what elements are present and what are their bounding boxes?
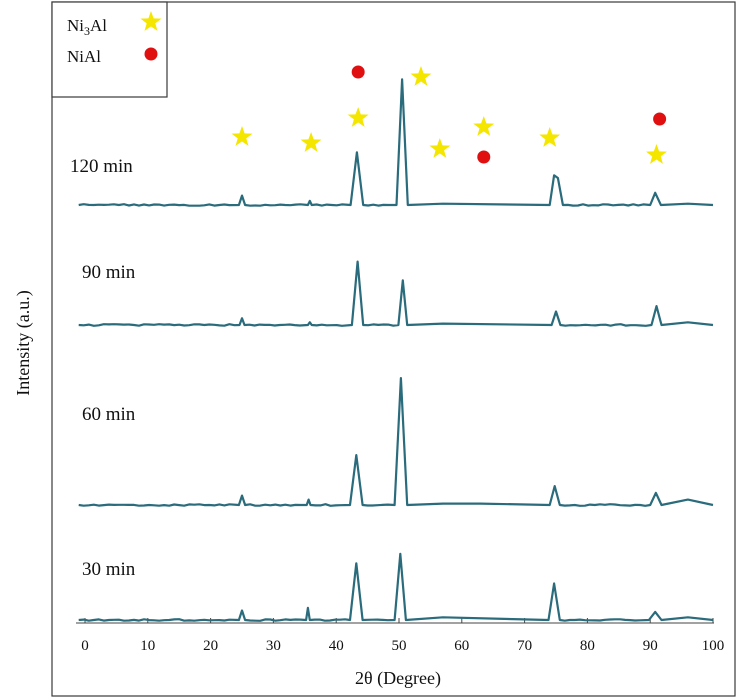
series-label: 90 min	[82, 262, 136, 283]
legend: Ni3Al NiAl	[51, 1, 168, 98]
phase-markers	[231, 65, 667, 164]
ni3al-star-marker	[347, 107, 369, 127]
series-lines	[78, 78, 714, 622]
legend-star-icon	[140, 11, 162, 31]
ni3al-star-marker	[473, 116, 495, 136]
ni3al-star-marker	[429, 138, 451, 158]
y-axis-label: Intensity (a.u.)	[13, 290, 34, 395]
x-tick-label: 60	[454, 638, 469, 654]
x-tick-labels: 0 10 20 30 40 50 60 70 80 90 100	[81, 638, 724, 654]
nial-circle-marker	[653, 112, 667, 126]
nial-circle-marker	[477, 150, 491, 164]
x-tick-label: 0	[81, 638, 89, 654]
ni3al-star-marker	[646, 144, 667, 164]
legend-label-nial: NiAl	[67, 47, 101, 66]
legend-label-ni3al: Ni3Al	[67, 16, 107, 38]
series-line	[78, 78, 714, 207]
x-tick-label: 30	[266, 638, 281, 654]
x-tick-label: 70	[517, 638, 532, 654]
ni3al-star-marker	[410, 66, 432, 86]
plot-frame	[51, 1, 736, 697]
series-label: 30 min	[82, 559, 136, 580]
series-label: 60 min	[82, 404, 136, 425]
series-line	[78, 260, 714, 327]
series-labels: 120 min 90 min 60 min 30 min	[70, 156, 136, 580]
x-axis-label: 2θ (Degree)	[355, 668, 441, 689]
series-label: 120 min	[70, 156, 133, 177]
x-tick-label: 10	[140, 638, 155, 654]
ni3al-star-marker	[231, 126, 253, 146]
series-line	[78, 377, 714, 507]
x-tick-label: 50	[392, 638, 407, 654]
ni3al-star-marker	[300, 132, 322, 152]
nial-circle-marker	[351, 65, 365, 79]
x-tick-label: 90	[643, 638, 658, 654]
x-tick-label: 40	[329, 638, 344, 654]
x-tick-label: 20	[203, 638, 218, 654]
ni3al-star-marker	[539, 127, 561, 147]
x-tick-label: 100	[702, 638, 725, 654]
x-tick-label: 80	[580, 638, 595, 654]
series-line	[78, 552, 714, 622]
legend-circle-icon	[144, 47, 158, 61]
